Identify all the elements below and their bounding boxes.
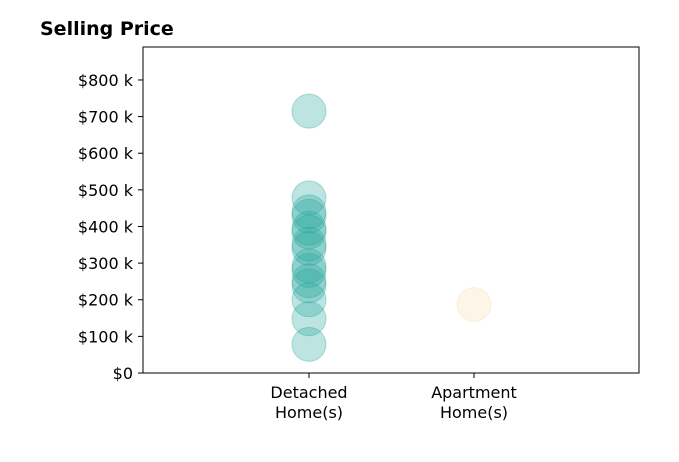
data-point [291, 210, 327, 246]
data-point [291, 263, 327, 299]
y-tick-label: $0 [113, 364, 133, 383]
x-tick-label: Detached Home(s) [270, 383, 347, 422]
data-point [291, 282, 327, 318]
y-axis: $0 $100 k $200 k $300 k $400 k $500 k $600 k $7… [78, 71, 143, 383]
y-tick-label: $400 k [78, 217, 134, 236]
data-point [291, 301, 327, 337]
y-tick-label: $300 k [78, 254, 134, 273]
y-tick-label: $800 k [78, 71, 134, 90]
data-point [291, 248, 327, 284]
data-point [456, 287, 492, 323]
data-point [291, 93, 327, 129]
x-tick-label: Apartment Home(s) [431, 383, 517, 422]
data-point [291, 252, 327, 288]
y-tick-label: $500 k [78, 181, 134, 200]
y-tick-label: $600 k [78, 144, 134, 163]
y-tick-label: $200 k [78, 291, 134, 310]
data-point [291, 326, 327, 362]
y-tick-label: $100 k [78, 327, 134, 346]
data-point [291, 180, 327, 216]
data-point [291, 268, 327, 304]
y-tick-label: $700 k [78, 108, 134, 127]
data-point [291, 230, 327, 266]
plot-frame [142, 46, 640, 374]
data-point [291, 214, 327, 250]
data-point [291, 198, 327, 234]
chart-title: Selling Price [40, 18, 174, 40]
data-point [291, 194, 327, 230]
data-points [291, 93, 492, 362]
data-point [291, 226, 327, 262]
x-axis: Detached Home(s) Apartment Home(s) [270, 373, 517, 422]
